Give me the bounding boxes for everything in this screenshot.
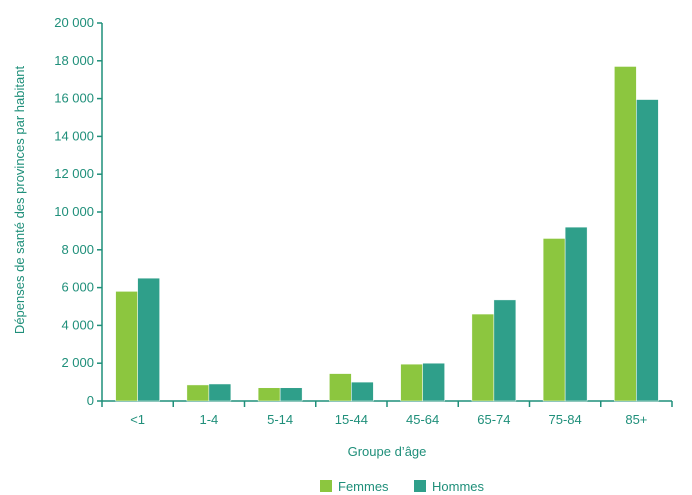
legend: Femmes Hommes [320, 479, 485, 494]
y-tick-label: 2 000 [61, 355, 94, 370]
bar-femmes [329, 373, 352, 402]
legend-label-femmes: Femmes [338, 479, 389, 494]
x-tick-label: 85+ [625, 412, 647, 427]
bar-femmes [542, 238, 566, 402]
legend-swatch-femmes [320, 480, 332, 492]
x-tick-label: <1 [130, 412, 145, 427]
x-axis-title: Groupe d’âge [348, 444, 427, 459]
bar-hommes [636, 99, 659, 402]
y-axis-title: Dépenses de santé des provinces par habi… [12, 66, 27, 335]
bar-hommes [564, 226, 588, 402]
y-tick-label: 16 000 [54, 91, 94, 106]
x-tick-label: 5-14 [267, 412, 293, 427]
x-tick-label: 15-44 [335, 412, 368, 427]
y-tick-label: 4 000 [61, 317, 94, 332]
y-tick-label: 10 000 [54, 204, 94, 219]
y-tick-label: 0 [87, 393, 94, 408]
bar-femmes [614, 66, 637, 402]
y-tick-label: 6 000 [61, 280, 94, 295]
x-tick-label: 45-64 [406, 412, 439, 427]
x-tick-label: 75-84 [549, 412, 582, 427]
legend-label-hommes: Hommes [432, 479, 485, 494]
bar-hommes [493, 299, 517, 402]
bar-hommes [137, 277, 160, 402]
y-tick-label: 20 000 [54, 15, 94, 30]
y-tick-label: 18 000 [54, 53, 94, 68]
x-tick-label: 1-4 [199, 412, 218, 427]
y-tick-label: 14 000 [54, 128, 94, 143]
bar-hommes [279, 387, 303, 402]
x-tick-label: 65-74 [477, 412, 510, 427]
legend-swatch-hommes [414, 480, 426, 492]
bar-femmes [400, 363, 423, 402]
plot-area: 0 2 000 4 000 6 000 8 000 10 000 12 000 14 000 1… [12, 15, 673, 494]
y-tick-label: 12 000 [54, 166, 94, 181]
bar-hommes [351, 381, 374, 402]
bar-femmes [115, 291, 138, 402]
bar-femmes [186, 384, 210, 402]
bar-femmes [257, 387, 281, 402]
bar-hommes [422, 362, 445, 402]
bar-femmes [471, 313, 495, 402]
y-tick-label: 8 000 [61, 242, 94, 257]
bar-hommes [208, 383, 232, 402]
